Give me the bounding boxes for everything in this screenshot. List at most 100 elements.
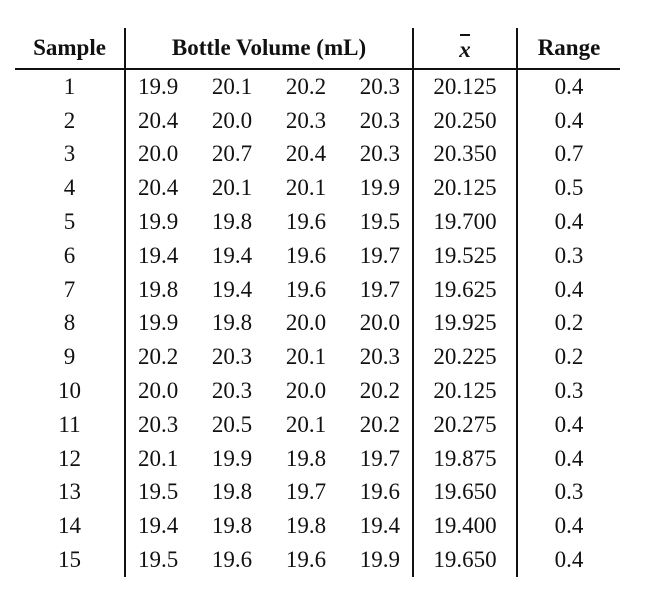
bottle-volumes-cell: 19.5 19.6 19.6 19.9 <box>125 543 414 577</box>
bottle-volume-value: 20.0 <box>138 141 179 167</box>
sample-number: 11 <box>15 407 126 442</box>
bottle-volumes-group: 19.5 19.8 19.7 19.6 <box>126 479 412 505</box>
sample-number: 8 <box>15 306 126 341</box>
bottle-volume-table: Sample Bottle Volume (mL) x Range 1 19.9 2… <box>15 28 620 577</box>
bottle-volumes-group: 19.9 20.1 20.2 20.3 <box>126 74 412 100</box>
sample-number: 6 <box>15 238 126 273</box>
range-value: 0.4 <box>554 73 584 99</box>
sample-number: 7 <box>15 272 126 307</box>
bottle-volume-value: 20.2 <box>285 73 327 99</box>
table-row: 8 19.9 19.8 20.0 20.0 19.925 0.2 <box>15 306 620 341</box>
bottle-volume-value: 20.2 <box>359 411 400 437</box>
sample-mean-value: 19.625 <box>413 272 518 307</box>
sample-number: 5 <box>15 205 126 239</box>
bottle-volumes-cell: 20.3 20.5 20.1 20.2 <box>125 407 414 442</box>
table-row: 5 19.9 19.8 19.6 19.5 19.700 0.4 <box>15 205 620 239</box>
table-row: 3 20.0 20.7 20.4 20.3 20.350 0.7 <box>15 137 620 172</box>
bottle-volume-value: 20.3 <box>359 107 400 133</box>
bottle-volumes-group: 20.3 20.5 20.1 20.2 <box>126 412 412 438</box>
bottle-volume-value: 20.7 <box>211 141 253 167</box>
range-value: 0.3 <box>554 479 584 505</box>
bottle-volumes-group: 19.9 19.8 19.6 19.5 <box>126 209 412 235</box>
bottle-volume-value: 20.1 <box>211 73 253 99</box>
bottle-volume-value: 19.7 <box>285 479 327 505</box>
range-value: 0.4 <box>554 276 584 302</box>
sample-mean-value: 19.650 <box>413 543 518 577</box>
bottle-volume-value: 19.9 <box>359 547 400 573</box>
bottle-volumes-cell: 19.4 19.8 19.8 19.4 <box>125 509 414 544</box>
bottle-volume-value: 19.9 <box>359 175 400 201</box>
table-row: 15 19.5 19.6 19.6 19.9 19.650 0.4 <box>15 543 620 577</box>
range-value: 0.4 <box>554 411 584 437</box>
bottle-volumes-cell: 20.0 20.7 20.4 20.3 <box>125 137 414 172</box>
sample-mean-value: 20.125 <box>413 171 518 206</box>
bottle-volume-value: 19.9 <box>211 445 253 471</box>
bottle-volume-value: 20.0 <box>285 378 327 404</box>
bottle-volumes-group: 20.2 20.3 20.1 20.3 <box>126 344 412 370</box>
table-row: 7 19.8 19.4 19.6 19.7 19.625 0.4 <box>15 272 620 307</box>
bottle-volumes-group: 20.4 20.0 20.3 20.3 <box>126 108 412 134</box>
bottle-volume-value: 19.6 <box>285 242 327 268</box>
table-row: 13 19.5 19.8 19.7 19.6 19.650 0.3 <box>15 475 620 510</box>
bottle-volume-value: 19.9 <box>138 310 179 336</box>
bottle-volume-value: 19.5 <box>138 547 179 573</box>
range-value: 0.4 <box>554 513 584 539</box>
bottle-volume-value: 20.3 <box>359 141 400 167</box>
bottle-volume-value: 20.1 <box>138 445 179 471</box>
sample-mean-value: 19.525 <box>413 238 518 273</box>
sample-mean-value: 20.125 <box>413 374 518 408</box>
bottle-volume-value: 20.0 <box>138 378 179 404</box>
range-value: 0.7 <box>554 141 584 167</box>
bottle-volume-value: 20.2 <box>138 344 179 370</box>
bottle-volume-value: 20.3 <box>211 344 253 370</box>
bottle-volume-value: 20.0 <box>211 107 253 133</box>
bottle-volume-value: 20.5 <box>211 411 253 437</box>
bottle-volume-value: 19.8 <box>211 209 253 235</box>
sample-mean-value: 20.225 <box>413 340 518 375</box>
sample-number: 2 <box>15 103 126 138</box>
header-sample-mean: x <box>413 28 518 70</box>
bottle-volume-value: 19.4 <box>138 242 179 268</box>
bottle-volumes-cell: 20.4 20.0 20.3 20.3 <box>125 103 414 138</box>
bottle-volume-value: 20.3 <box>138 411 179 437</box>
bottle-volume-value: 19.8 <box>285 513 327 539</box>
table-row: 9 20.2 20.3 20.1 20.3 20.225 0.2 <box>15 340 620 375</box>
bottle-volume-value: 19.4 <box>138 513 179 539</box>
bottle-volumes-cell: 20.2 20.3 20.1 20.3 <box>125 340 414 375</box>
bottle-volumes-cell: 20.0 20.3 20.0 20.2 <box>125 374 414 408</box>
sample-number: 3 <box>15 137 126 172</box>
range-value: 0.2 <box>554 344 584 370</box>
sample-mean-value: 19.925 <box>413 306 518 341</box>
bottle-volumes-group: 19.8 19.4 19.6 19.7 <box>126 277 412 303</box>
bottle-volume-value: 20.4 <box>138 175 179 201</box>
table-row: 2 20.4 20.0 20.3 20.3 20.250 0.4 <box>15 103 620 138</box>
bottle-volumes-cell: 19.9 19.8 19.6 19.5 <box>125 205 414 239</box>
sample-number: 9 <box>15 340 126 375</box>
bottle-volumes-group: 19.5 19.6 19.6 19.9 <box>126 547 412 573</box>
bottle-volume-value: 20.4 <box>138 107 179 133</box>
bottle-volume-value: 20.1 <box>285 175 327 201</box>
table-row: 11 20.3 20.5 20.1 20.2 20.275 0.4 <box>15 407 620 442</box>
bottle-volume-value: 19.8 <box>211 513 253 539</box>
table-row: 6 19.4 19.4 19.6 19.7 19.525 0.3 <box>15 238 620 273</box>
sample-mean-value: 20.250 <box>413 103 518 138</box>
sample-number: 1 <box>15 69 126 104</box>
range-value: 0.4 <box>554 107 584 133</box>
sample-mean-value: 20.350 <box>413 137 518 172</box>
bottle-volume-value: 19.9 <box>138 73 179 99</box>
bottle-volumes-group: 19.4 19.4 19.6 19.7 <box>126 243 412 269</box>
table-row: 14 19.4 19.8 19.8 19.4 19.400 0.4 <box>15 509 620 544</box>
bottle-volume-value: 20.3 <box>211 378 253 404</box>
range-value: 0.3 <box>554 378 584 404</box>
table-row: 10 20.0 20.3 20.0 20.2 20.125 0.3 <box>15 374 620 408</box>
header-range: Range <box>517 28 620 70</box>
bottle-volumes-group: 20.0 20.3 20.0 20.2 <box>126 378 412 404</box>
sample-number: 4 <box>15 171 126 206</box>
bottle-volumes-cell: 19.8 19.4 19.6 19.7 <box>125 272 414 307</box>
range-value: 0.4 <box>554 547 584 573</box>
table-row: 4 20.4 20.1 20.1 19.9 20.125 0.5 <box>15 171 620 206</box>
bottle-volumes-group: 19.4 19.8 19.8 19.4 <box>126 513 412 539</box>
sample-mean-value: 19.875 <box>413 441 518 476</box>
sample-mean-value: 19.650 <box>413 475 518 510</box>
bottle-volume-value: 19.4 <box>211 276 253 302</box>
